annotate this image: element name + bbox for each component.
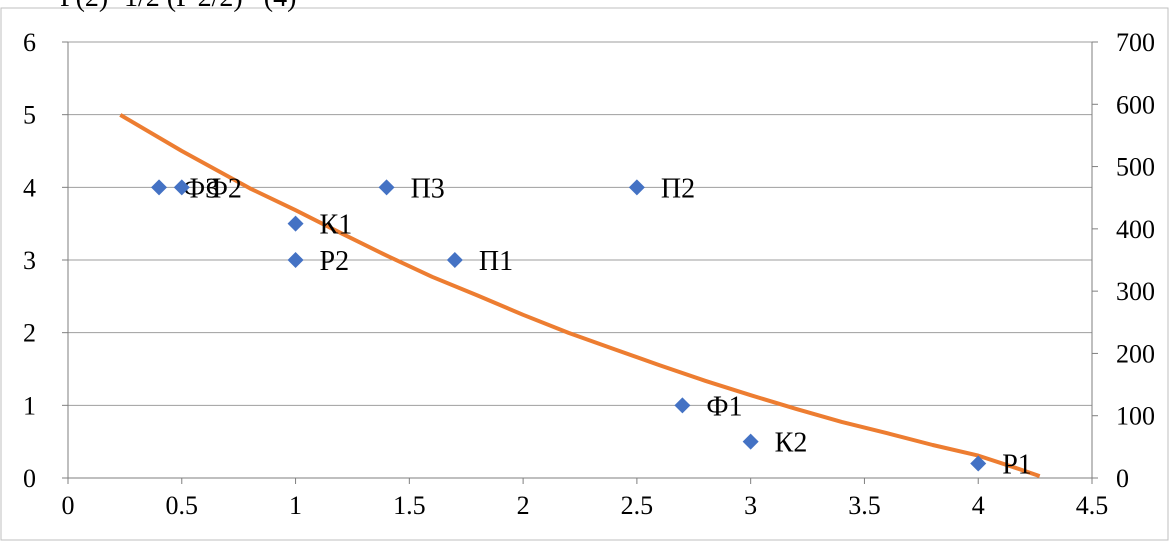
data-point-label: Р2 (320, 246, 350, 277)
x-tick-label: 2.5 (621, 491, 654, 520)
x-tick-label: 0.5 (166, 491, 199, 520)
data-point-label: Р1 (1002, 449, 1032, 480)
data-point-label: П2 (661, 173, 695, 204)
x-tick-label: 0 (62, 491, 75, 520)
y-right-tick-label: 300 (1116, 277, 1155, 306)
data-point-marker (287, 215, 304, 232)
data-point-label: П1 (479, 246, 513, 277)
data-point-marker (151, 179, 168, 196)
data-point-marker (970, 455, 987, 472)
x-tick-label: 1.5 (393, 491, 426, 520)
data-point-marker (674, 397, 691, 414)
data-point-label: Ф1 (706, 391, 742, 422)
y-left-tick-label: 0 (23, 464, 36, 493)
x-tick-label: 2 (517, 491, 530, 520)
y-right-tick-label: 700 (1116, 28, 1155, 57)
y-left-tick-label: 5 (23, 101, 36, 130)
y-left-tick-label: 3 (23, 246, 36, 275)
data-point-label: К1 (320, 210, 353, 241)
y-right-tick-label: 400 (1116, 215, 1155, 244)
data-point-label: Ф2 (206, 173, 242, 204)
x-tick-label: 3.5 (848, 491, 881, 520)
y-left-tick-label: 6 (23, 28, 36, 57)
y-left-tick-label: 4 (23, 173, 36, 202)
data-point-marker (628, 179, 645, 196)
curve-series-line (119, 113, 1041, 478)
x-tick-label: 1 (289, 491, 302, 520)
data-point-label: П3 (411, 173, 445, 204)
data-point-label: К2 (775, 428, 808, 459)
data-point-marker (446, 252, 463, 268)
data-point-marker (173, 179, 190, 196)
y-right-tick-label: 600 (1116, 90, 1155, 119)
x-tick-label: 4.5 (1076, 491, 1109, 520)
y-right-tick-label: 200 (1116, 339, 1155, 368)
y-right-tick-label: 500 (1116, 153, 1155, 182)
data-point-marker (742, 433, 759, 450)
y-left-tick-label: 1 (23, 391, 36, 420)
x-tick-label: 4 (972, 491, 985, 520)
data-point-label: Ф3 (183, 173, 219, 204)
y-left-tick-label: 2 (23, 319, 36, 348)
y-right-tick-label: 100 (1116, 402, 1155, 431)
data-point-marker (287, 252, 304, 268)
chart-frame (0, 7, 1169, 541)
x-tick-label: 3 (744, 491, 757, 520)
formula-text: P(2)=1/2 (P 2/2) ∙ (4) (60, 0, 296, 14)
data-point-marker (378, 179, 395, 196)
y-right-tick-label: 0 (1116, 464, 1129, 493)
